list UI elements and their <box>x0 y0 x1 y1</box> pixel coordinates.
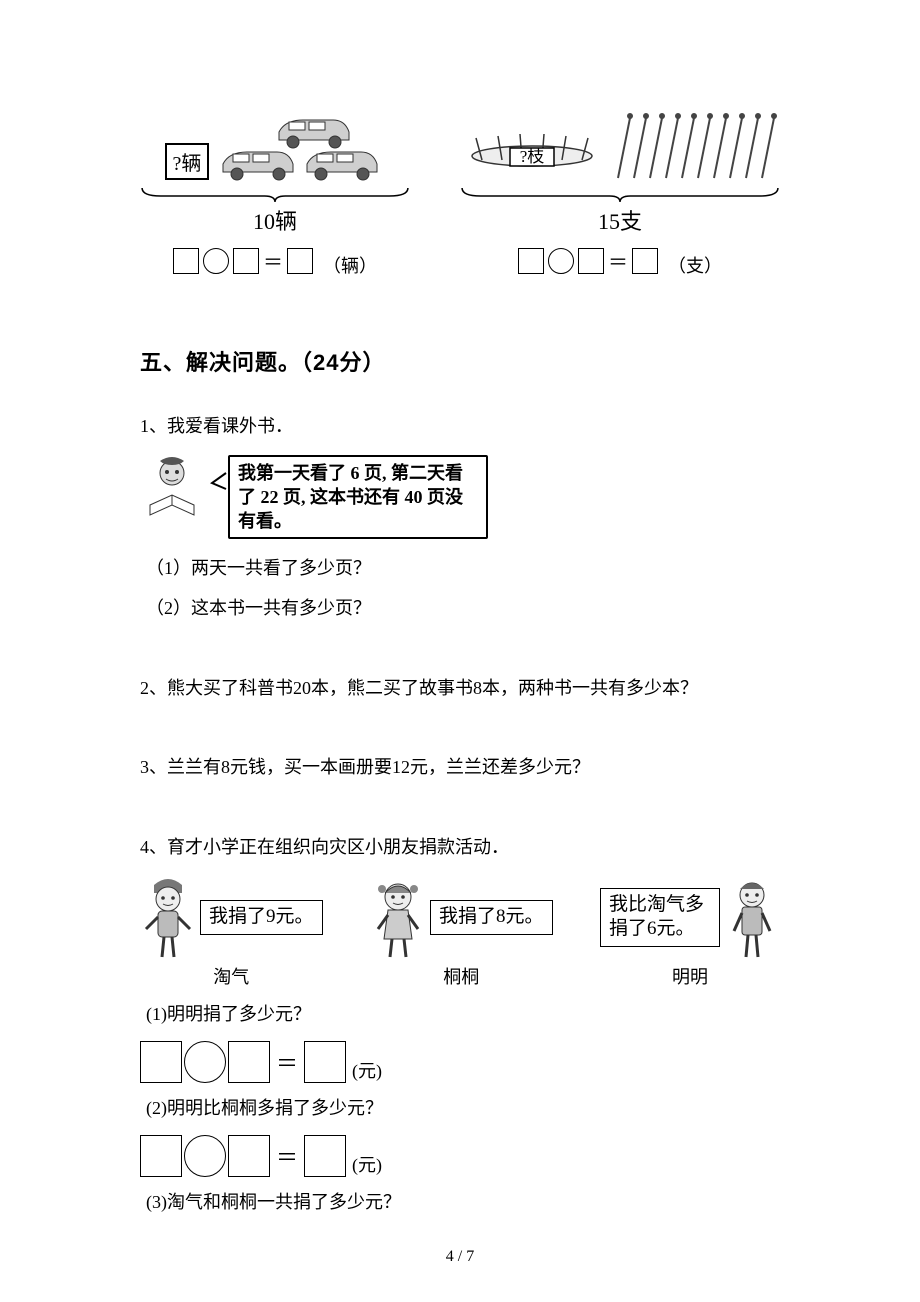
q4-eq1: ＝ (元) <box>140 1041 780 1083</box>
taoqi-speech: 我捐了9元。 <box>200 900 323 935</box>
pencil-bundle-icon: ?枝 <box>462 110 602 182</box>
tongtong-name: 桐桐 <box>443 963 479 989</box>
unit-yuan: (元) <box>352 1151 382 1177</box>
q1-sub1: （1）两天一共看了多少页？ <box>146 549 780 589</box>
pencils-unit: （支） <box>668 252 722 278</box>
tongtong-block: 我捐了8元。 桐桐 <box>370 875 553 989</box>
blank-square <box>287 248 313 274</box>
blank-circle <box>184 1135 226 1177</box>
taoqi-block: 我捐了9元。 淘气 <box>140 875 323 989</box>
girl-icon <box>370 875 426 959</box>
q1-sub2: （2）这本书一共有多少页？ <box>146 589 780 629</box>
mingming-name: 明明 <box>672 963 708 989</box>
cars-equation: ＝ （辆） <box>173 246 377 275</box>
page-number: 4 / 7 <box>0 1248 920 1266</box>
page-content: ?辆 <box>0 0 920 1262</box>
boy2-icon <box>724 875 780 959</box>
cars-total: 10辆 <box>253 204 297 236</box>
blank-square <box>578 248 604 274</box>
blank-square <box>228 1041 270 1083</box>
blank-square <box>304 1041 346 1083</box>
cars-diagram: ?辆 <box>165 110 386 182</box>
blank-square <box>518 248 544 274</box>
mingming-block: 我比淘气多捐了6元。 明明 <box>600 875 780 989</box>
q4-donation-row: 我捐了9元。 淘气 我捐了8元。 <box>140 875 780 989</box>
blank-square <box>233 248 259 274</box>
pencils-brace <box>460 186 780 202</box>
q4-title: 4、育才小学正在组织向灾区小朋友捐款活动． <box>140 828 780 868</box>
blank-square <box>173 248 199 274</box>
boy-reading-icon <box>140 455 210 521</box>
q1-title: 1、我爱看课外书． <box>140 407 780 447</box>
blank-square <box>140 1041 182 1083</box>
boy-icon <box>140 875 196 959</box>
q1-speech: 我第一天看了 6 页, 第二天看了 22 页, 这本书还有 40 页没有看。 <box>228 455 488 540</box>
blank-square <box>632 248 658 274</box>
blank-circle <box>184 1041 226 1083</box>
q3-text: 3、兰兰有8元钱，买一本画册要12元，兰兰还差多少元？ <box>140 748 780 788</box>
section-5-heading: 五、解决问题。（24分） <box>140 345 780 377</box>
blank-circle <box>203 248 229 274</box>
blank-square <box>140 1135 182 1177</box>
top-diagram-row: ?辆 <box>140 110 780 275</box>
q4-eq2: ＝ (元) <box>140 1135 780 1177</box>
svg-text:?枝: ?枝 <box>520 147 545 166</box>
q1-bubble-row: 我第一天看了 6 页, 第二天看了 22 页, 这本书还有 40 页没有看。 <box>140 455 780 540</box>
unit-yuan: (元) <box>352 1057 382 1083</box>
equals-sign: ＝ <box>608 246 628 275</box>
equals-sign: ＝ <box>272 1046 302 1078</box>
pencils-diagram: ?枝 <box>462 110 778 182</box>
q4-sub2: (2)明明比桐桐多捐了多少元？ <box>146 1089 780 1129</box>
cars-brace <box>140 186 410 202</box>
equals-sign: ＝ <box>263 246 283 275</box>
blank-square <box>304 1135 346 1177</box>
q4-sub3: (3)淘气和桐桐一共捐了多少元？ <box>146 1183 780 1223</box>
cars-icon <box>215 110 385 182</box>
pencils-row-icon <box>608 110 778 182</box>
mingming-speech: 我比淘气多捐了6元。 <box>600 888 720 947</box>
cars-problem: ?辆 <box>140 110 410 275</box>
blank-square <box>228 1135 270 1177</box>
tongtong-speech: 我捐了8元。 <box>430 900 553 935</box>
pencils-equation: ＝ （支） <box>518 246 722 275</box>
pencils-problem: ?枝 <box>460 110 780 275</box>
equals-sign: ＝ <box>272 1140 302 1172</box>
cars-unknown-box: ?辆 <box>165 143 210 180</box>
speech-pointer-icon <box>210 455 228 521</box>
cars-unit: （辆） <box>323 252 377 278</box>
q2-text: 2、熊大买了科普书20本，熊二买了故事书8本，两种书一共有多少本？ <box>140 669 780 709</box>
pencils-total: 15支 <box>598 204 642 236</box>
blank-circle <box>548 248 574 274</box>
q4-sub1: (1)明明捐了多少元？ <box>146 995 780 1035</box>
taoqi-name: 淘气 <box>213 963 249 989</box>
